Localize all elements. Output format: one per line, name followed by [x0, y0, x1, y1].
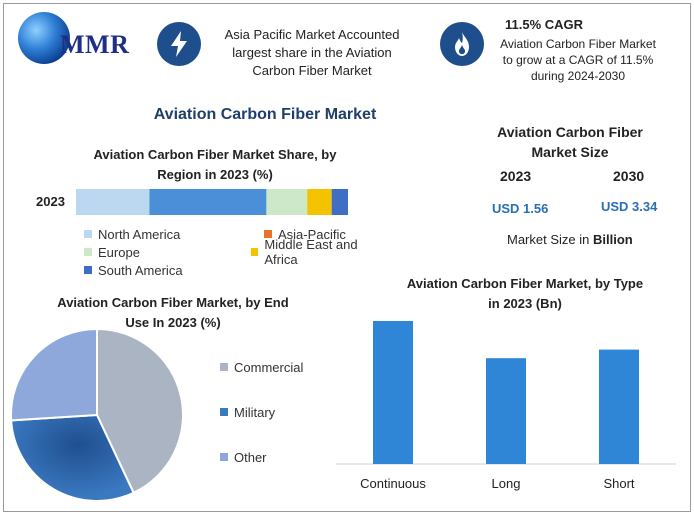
region-bar-segment-middle-east-africa — [307, 189, 332, 215]
region-bar-segment-north-america — [76, 189, 150, 215]
pie-slice-commercial — [96, 327, 184, 495]
size-value-2030: USD 3.34 — [601, 199, 658, 214]
legend-swatch — [251, 248, 259, 256]
market-size-unit-note: Market Size in Billion — [507, 232, 633, 247]
end-use-chart-title: Aviation Carbon Fiber Market, by End Use… — [28, 293, 318, 333]
legend-label: Europe — [98, 244, 140, 260]
insight-cagr-line: to grow at a CAGR of 11.5% — [502, 53, 654, 67]
insight-apac-line: largest share in the Aviation — [232, 45, 392, 60]
region-chart-title-line: Region in 2023 (%) — [157, 167, 273, 182]
legend-label: South America — [98, 262, 183, 278]
region-bar-segment-asia-pacific — [149, 189, 267, 215]
size-value-2023: USD 1.56 — [492, 201, 549, 216]
globe-logo-icon — [18, 12, 70, 64]
legend-label: Middle East and Africa — [264, 237, 358, 267]
type-tick-label: Short — [603, 476, 634, 491]
type-tick-label: Long — [492, 476, 521, 491]
insight-cagr-line: Aviation Carbon Fiber Market — [500, 37, 656, 51]
size-year-2023: 2023 — [500, 168, 532, 184]
insight-cagr: Aviation Carbon Fiber Market to grow at … — [493, 36, 663, 84]
end-use-chart-title-line: Use In 2023 (%) — [125, 315, 221, 330]
region-year-label: 2023 — [36, 194, 65, 209]
legend-item-north-america: North America — [84, 225, 264, 243]
region-bar-segment-europe — [266, 189, 308, 215]
legend-swatch — [220, 408, 228, 416]
unit-note-bold: Billion — [592, 232, 633, 247]
market-size-title: Aviation Carbon Fiber Market Size — [480, 122, 660, 162]
logo-text: MMR — [60, 30, 130, 59]
insight-apac: Asia Pacific Market Accounted largest sh… — [212, 26, 412, 80]
market-size-title-line: Market Size — [531, 144, 609, 160]
type-bar-chart: Continuous Long Short — [336, 321, 676, 491]
insight-apac-line: Asia Pacific Market Accounted — [224, 27, 400, 42]
legend-swatch — [84, 266, 92, 274]
type-chart-title-line: in 2023 (Bn) — [488, 296, 562, 311]
legend-item-europe: Europe — [84, 243, 251, 261]
pie-slice-other — [10, 327, 98, 422]
legend-item-asia-pacific: Asia-Pacific — [264, 225, 346, 243]
type-bar-short — [599, 349, 639, 464]
type-chart-title-line: Aviation Carbon Fiber Market, by Type — [406, 276, 644, 291]
legend-label: Military — [234, 404, 276, 420]
insight-apac-line: Carbon Fiber Market — [252, 63, 372, 78]
end-use-pie-chart — [10, 327, 184, 502]
end-use-legend: Commercial Military Other — [220, 358, 330, 466]
region-chart-title: Aviation Carbon Fiber Market Share, by R… — [55, 145, 375, 185]
legend-item-middle-east-africa: Middle East and Africa — [251, 237, 384, 267]
legend-label: Other — [234, 449, 267, 465]
legend-label: Commercial — [234, 359, 304, 375]
legend-label: North America — [98, 226, 181, 242]
region-bar-segment-south-america — [331, 189, 348, 215]
main-title: Aviation Carbon Fiber Market — [153, 106, 377, 123]
type-bar-continuous — [373, 321, 413, 464]
type-chart-title: Aviation Carbon Fiber Market, by Type in… — [380, 274, 670, 314]
legend-swatch — [84, 230, 92, 238]
legend-swatch — [220, 363, 228, 371]
legend-swatch — [84, 248, 92, 256]
lightning-icon — [157, 22, 201, 66]
pie-slice-military — [10, 413, 135, 502]
end-use-chart-title-line: Aviation Carbon Fiber Market, by End — [57, 295, 289, 310]
insight-cagr-line: during 2024-2030 — [530, 69, 626, 83]
region-legend: North America Asia-Pacific Europe Middle… — [84, 225, 384, 279]
legend-swatch — [264, 230, 272, 238]
legend-swatch — [220, 453, 228, 461]
legend-label: Asia-Pacific — [278, 226, 346, 242]
cagr-title: 11.5% CAGR — [505, 17, 584, 32]
type-tick-label: Continuous — [360, 476, 426, 491]
region-chart-title-line: Aviation Carbon Fiber Market Share, by — [93, 147, 337, 162]
legend-item-other: Other — [220, 448, 330, 466]
infographic-frame — [3, 3, 691, 512]
flame-icon — [440, 22, 484, 66]
region-stacked-bar — [76, 189, 348, 215]
legend-item-south-america: South America — [84, 261, 384, 279]
legend-item-commercial: Commercial — [220, 358, 330, 376]
unit-note-prefix: Market Size in — [507, 232, 593, 247]
market-size-title-line: Aviation Carbon Fiber — [497, 124, 643, 140]
size-year-2030: 2030 — [613, 168, 645, 184]
legend-item-military: Military — [220, 403, 330, 421]
type-bar-long — [486, 358, 526, 464]
